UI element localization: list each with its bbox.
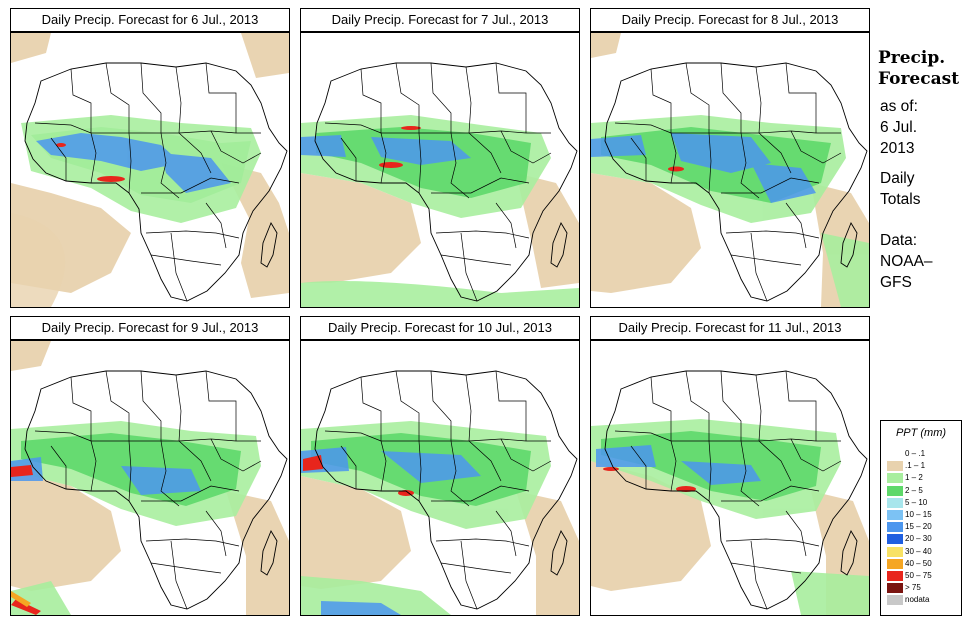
sidebar-heading-line2: Forecast <box>878 69 960 89</box>
legend-swatch <box>887 583 903 594</box>
legend-row: > 75 <box>887 583 959 594</box>
precip-map[interactable] <box>300 340 580 616</box>
legend-label: 40 – 50 <box>905 558 932 568</box>
asof-line1: as of: <box>880 98 918 115</box>
panel-title: Daily Precip. Forecast for 8 Jul., 2013 <box>590 8 870 32</box>
heavy-rain-red <box>668 166 684 172</box>
legend-swatch <box>887 473 903 484</box>
totals-block: Daily Totals <box>880 168 964 210</box>
legend-label: nodata <box>905 595 930 605</box>
totals-line2: Totals <box>880 191 921 208</box>
dry-zone-tan <box>301 173 579 288</box>
legend-swatch <box>887 510 903 520</box>
map-panel-6: Daily Precip. Forecast for 11 Jul., 2013 <box>590 316 870 616</box>
legend-label: 50 – 75 <box>905 571 932 580</box>
data-line1: Data: <box>880 232 918 249</box>
dry-zone-tan <box>11 341 289 615</box>
heavy-rain-red <box>56 143 125 182</box>
dry-zone-tan <box>301 476 579 615</box>
map-panel-2: Daily Precip. Forecast for 7 Jul., 2013 <box>300 8 580 308</box>
legend-title: PPT (mm) <box>895 427 947 439</box>
legend-label: 30 – 40 <box>905 546 932 556</box>
legend-row: 50 – 75 <box>887 571 959 581</box>
legend-label: 15 – 20 <box>905 522 932 532</box>
legend-row: nodata <box>887 595 959 606</box>
rain-band-blue <box>301 447 481 615</box>
legend-swatch <box>887 497 903 508</box>
legend-label: 1 – 2 <box>905 473 923 483</box>
heavy-rain-red <box>603 467 696 492</box>
data-line2: NOAA– <box>880 253 933 270</box>
legend-swatch <box>887 546 903 557</box>
panel-title: Daily Precip. Forecast for 10 Jul., 2013 <box>300 316 580 340</box>
legend-label: 10 – 15 <box>905 510 932 519</box>
asof-line2: 6 Jul. <box>880 119 918 136</box>
rain-band-blue <box>301 135 471 165</box>
panel-title: Daily Precip. Forecast for 11 Jul., 2013 <box>590 316 870 340</box>
map-panel-4: Daily Precip. Forecast for 9 Jul., 2013 <box>10 316 290 616</box>
panel-title: Daily Precip. Forecast for 6 Jul., 2013 <box>10 8 290 32</box>
legend-swatch <box>887 558 903 569</box>
panel-title: Daily Precip. Forecast for 9 Jul., 2013 <box>10 316 290 340</box>
data-line3: GFS <box>880 274 912 291</box>
precip-map[interactable] <box>590 340 870 616</box>
legend-row: 30 – 40 <box>887 546 959 557</box>
map-panel-3: Daily Precip. Forecast for 8 Jul., 2013 <box>590 8 870 308</box>
map-panel-5: Daily Precip. Forecast for 10 Jul., 2013 <box>300 316 580 616</box>
legend-swatch <box>887 461 903 472</box>
heavy-rain-red <box>379 126 421 168</box>
sidebar-heading: Precip. Forecast <box>878 48 964 90</box>
precip-map[interactable] <box>10 340 290 616</box>
panel-title: Daily Precip. Forecast for 7 Jul., 2013 <box>300 8 580 32</box>
sidebar-heading-line1: Precip. <box>878 48 946 68</box>
data-source-block: Data: NOAA– GFS <box>880 230 964 293</box>
rain-band-blue <box>36 133 231 193</box>
legend-swatch <box>887 571 903 581</box>
legend-row: 10 – 15 <box>887 510 959 520</box>
legend-label: > 75 <box>905 583 921 593</box>
legend-row: 2 – 5 <box>887 485 959 496</box>
legend-swatch <box>887 522 903 533</box>
precip-map[interactable] <box>590 32 870 308</box>
legend-swatch <box>887 485 903 496</box>
legend-label: .1 – 1 <box>905 461 926 471</box>
totals-line1: Daily <box>880 170 915 187</box>
legend-row: 1 – 2 <box>887 473 959 484</box>
legend-swatch <box>887 534 903 545</box>
legend-swatch <box>887 595 903 606</box>
legend-row: 0 – .1 <box>887 449 959 459</box>
heavy-rain-orange <box>11 591 31 607</box>
legend-row: .1 – 1 <box>887 461 959 472</box>
legend-row: 5 – 10 <box>887 497 959 508</box>
legend-label: 2 – 5 <box>905 485 923 495</box>
legend-row: 15 – 20 <box>887 522 959 533</box>
legend-row: 40 – 50 <box>887 558 959 569</box>
legend: PPT (mm) 0 – .1 .1 – 1 1 – 2 2 – 5 5 – 10 10 … <box>880 420 962 616</box>
as-of-block: as of: 6 Jul. 2013 <box>880 96 964 159</box>
legend-label: 0 – .1 <box>905 449 926 458</box>
legend-label: 20 – 30 <box>905 534 932 544</box>
ocean-tan <box>11 213 66 307</box>
map-panel-1: Daily Precip. Forecast for 6 Jul., 2013 <box>10 8 290 308</box>
legend-row: 20 – 30 <box>887 534 959 545</box>
asof-line3: 2013 <box>880 140 915 157</box>
heavy-rain-red <box>11 465 41 615</box>
legend-label: 5 – 10 <box>905 497 928 507</box>
legend-swatch <box>887 449 903 459</box>
precip-map[interactable] <box>300 32 580 308</box>
precip-map[interactable] <box>10 32 290 308</box>
